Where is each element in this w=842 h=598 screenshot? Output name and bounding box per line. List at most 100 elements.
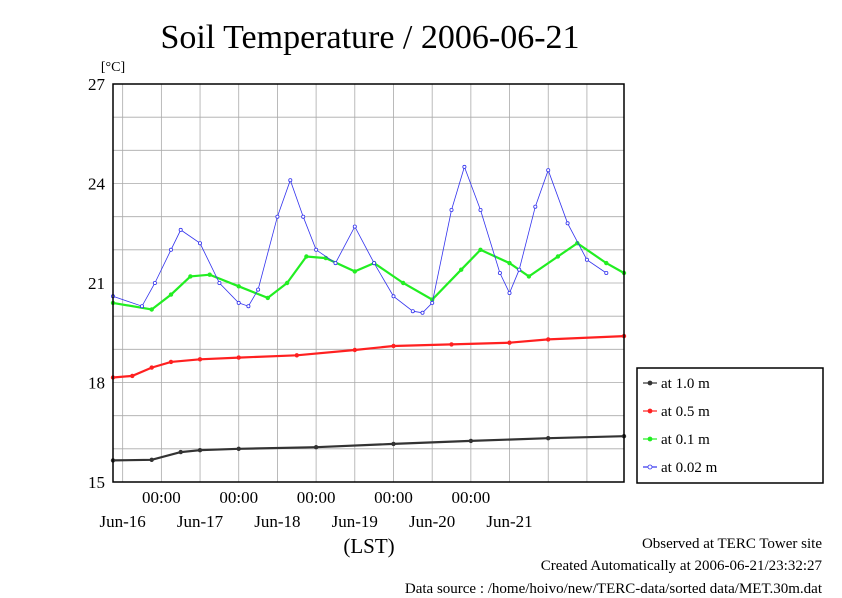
x-tick-date-label: Jun-18	[254, 512, 300, 531]
data-point	[152, 280, 157, 285]
data-point	[149, 457, 154, 462]
data-point	[391, 441, 396, 447]
data-point	[313, 445, 319, 450]
footer-site: Observed at TERC Tower site	[641, 536, 822, 552]
data-point	[391, 343, 396, 349]
legend-swatch-marker	[647, 464, 653, 470]
data-point	[197, 241, 202, 246]
data-point	[507, 290, 512, 295]
series-line	[112, 435, 625, 462]
data-point	[178, 227, 183, 232]
data-point	[288, 178, 293, 183]
y-tick-label: 24	[88, 175, 106, 194]
data-point	[265, 295, 270, 301]
data-point	[197, 448, 203, 453]
data-point	[478, 207, 483, 212]
data-point	[139, 304, 144, 309]
data-point	[149, 365, 154, 370]
legend-label: at 0.02 m	[661, 460, 718, 476]
legend-swatch-marker	[647, 408, 653, 414]
legend-label: at 0.1 m	[661, 432, 710, 448]
x-tick-labels: 00:00 00:00 00:00 00:00 00:00 Jun-16 Jun-17 Jun…	[100, 488, 533, 531]
data-point	[497, 270, 502, 275]
data-point	[217, 280, 222, 285]
data-point	[304, 254, 309, 259]
plot-area-frame	[112, 83, 625, 483]
y-tick-label: 27	[88, 75, 106, 94]
y-tick-label: 15	[88, 473, 105, 492]
data-point	[168, 247, 173, 252]
data-point	[246, 304, 251, 309]
data-point	[256, 287, 261, 292]
x-tick-date-label: Jun-17	[177, 512, 224, 531]
data-point	[284, 280, 290, 286]
series-line	[112, 241, 625, 311]
legend-box	[636, 367, 824, 484]
x-tick-time-label: 00:00	[142, 488, 181, 507]
data-point	[410, 309, 415, 314]
footer-source: Data source : /home/hoivo/new/TERC-data/…	[404, 581, 822, 597]
data-point	[565, 221, 570, 226]
data-point	[507, 340, 512, 345]
data-point	[188, 274, 193, 279]
data-point	[168, 292, 174, 297]
x-tick-date-label: Jun-20	[409, 512, 455, 531]
data-point	[401, 280, 406, 286]
x-tick-time-label: 00:00	[219, 488, 258, 507]
x-tick-time-label: 00:00	[297, 488, 336, 507]
data-point	[555, 254, 561, 259]
data-point	[130, 373, 135, 379]
data-point	[546, 436, 551, 441]
chart-title: Soil Temperature / 2006-06-21	[160, 19, 579, 56]
legend-label: at 1.0 m	[661, 376, 710, 392]
data-point	[459, 267, 464, 272]
data-point	[449, 207, 454, 212]
data-point	[352, 347, 357, 353]
x-tick-time-label: 00:00	[374, 488, 413, 507]
data-point	[478, 247, 483, 252]
data-point	[236, 284, 241, 289]
data-point	[372, 261, 377, 266]
legend-label: at 0.5 m	[661, 404, 710, 420]
series-line	[112, 165, 607, 314]
data-point	[314, 247, 319, 252]
data-point	[294, 353, 299, 358]
data-point	[275, 214, 280, 219]
y-tick-label: 21	[88, 274, 105, 293]
data-point	[352, 224, 357, 229]
data-point	[462, 164, 467, 169]
legend-swatch-marker	[647, 436, 653, 442]
data-point	[352, 269, 357, 274]
data-point	[449, 342, 454, 347]
grid-lines	[113, 84, 624, 482]
data-point	[236, 355, 241, 360]
data-point	[333, 261, 338, 266]
data-point	[391, 294, 396, 299]
x-axis-label: (LST)	[343, 534, 394, 558]
data-point	[533, 204, 538, 209]
data-point	[207, 272, 212, 277]
data-point	[168, 359, 174, 365]
data-point	[468, 438, 474, 444]
data-point	[178, 449, 183, 455]
x-tick-date-label: Jun-19	[332, 512, 378, 531]
data-point	[420, 310, 425, 315]
series-layer	[110, 164, 627, 463]
data-point	[546, 337, 551, 342]
legend-swatch-marker	[647, 380, 653, 386]
x-tick-date-label: Jun-21	[486, 512, 532, 531]
data-point	[526, 274, 532, 279]
series-line	[112, 335, 625, 379]
data-point	[149, 307, 154, 312]
data-point	[507, 260, 512, 266]
series-at-0-02-m	[111, 164, 609, 315]
y-tick-label: 18	[88, 374, 105, 393]
x-tick-date-label: Jun-16	[100, 512, 146, 531]
data-point	[584, 257, 589, 262]
footer-created: Created Automatically at 2006-06-21/23:3…	[540, 558, 822, 574]
data-point	[604, 260, 609, 266]
data-point	[301, 214, 306, 219]
data-point	[236, 446, 241, 451]
data-point	[546, 168, 551, 173]
